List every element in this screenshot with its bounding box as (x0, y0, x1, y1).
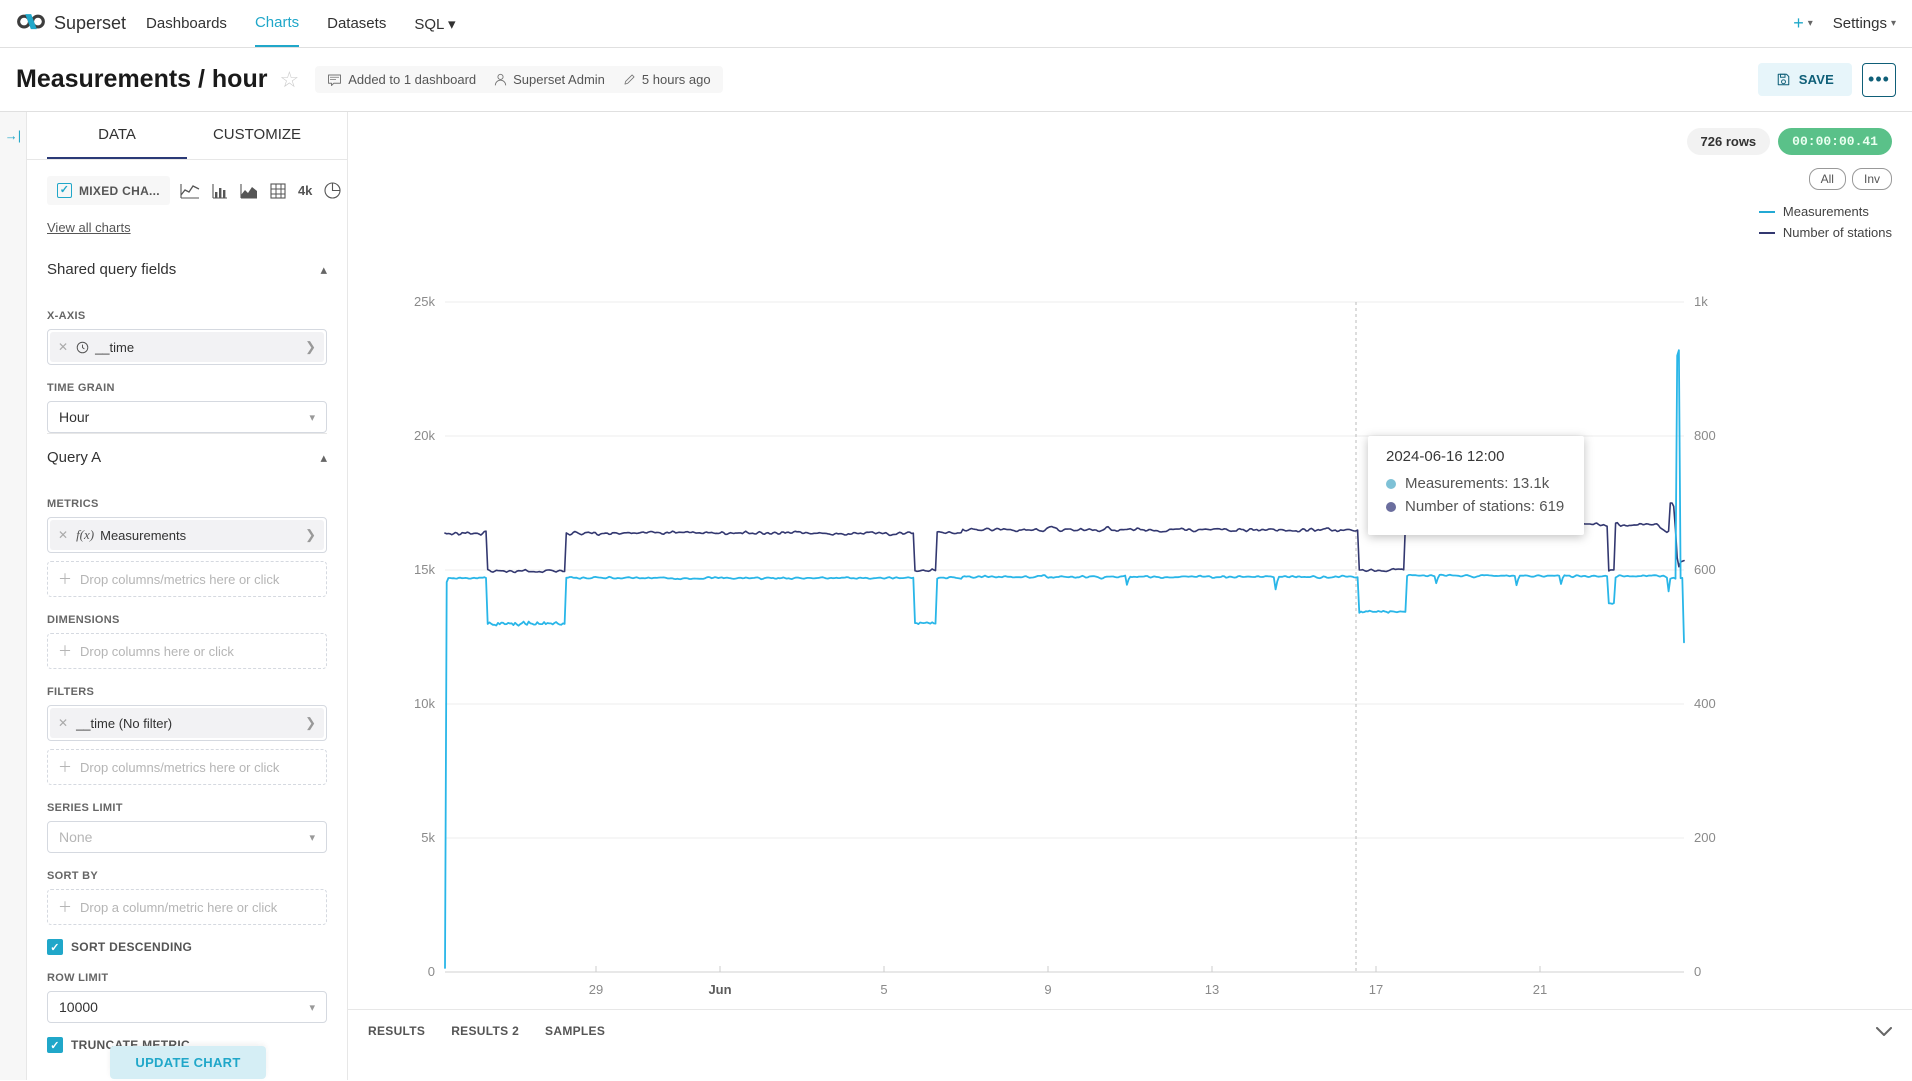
svg-text:200: 200 (1694, 830, 1716, 845)
svg-text:15k: 15k (414, 562, 435, 577)
svg-text:5k: 5k (421, 830, 435, 845)
svg-text:20k: 20k (414, 428, 435, 443)
svg-text:0: 0 (1694, 964, 1701, 979)
svg-text:Jun: Jun (708, 982, 731, 997)
svg-text:29: 29 (589, 982, 603, 997)
svg-text:1k: 1k (1694, 294, 1708, 309)
svg-text:800: 800 (1694, 428, 1716, 443)
svg-text:17: 17 (1369, 982, 1383, 997)
svg-text:0: 0 (428, 964, 435, 979)
svg-text:25k: 25k (414, 294, 435, 309)
svg-text:600: 600 (1694, 562, 1716, 577)
svg-text:21: 21 (1533, 982, 1547, 997)
svg-text:13: 13 (1205, 982, 1219, 997)
svg-text:400: 400 (1694, 696, 1716, 711)
svg-text:9: 9 (1044, 982, 1051, 997)
svg-text:5: 5 (880, 982, 887, 997)
svg-text:10k: 10k (414, 696, 435, 711)
